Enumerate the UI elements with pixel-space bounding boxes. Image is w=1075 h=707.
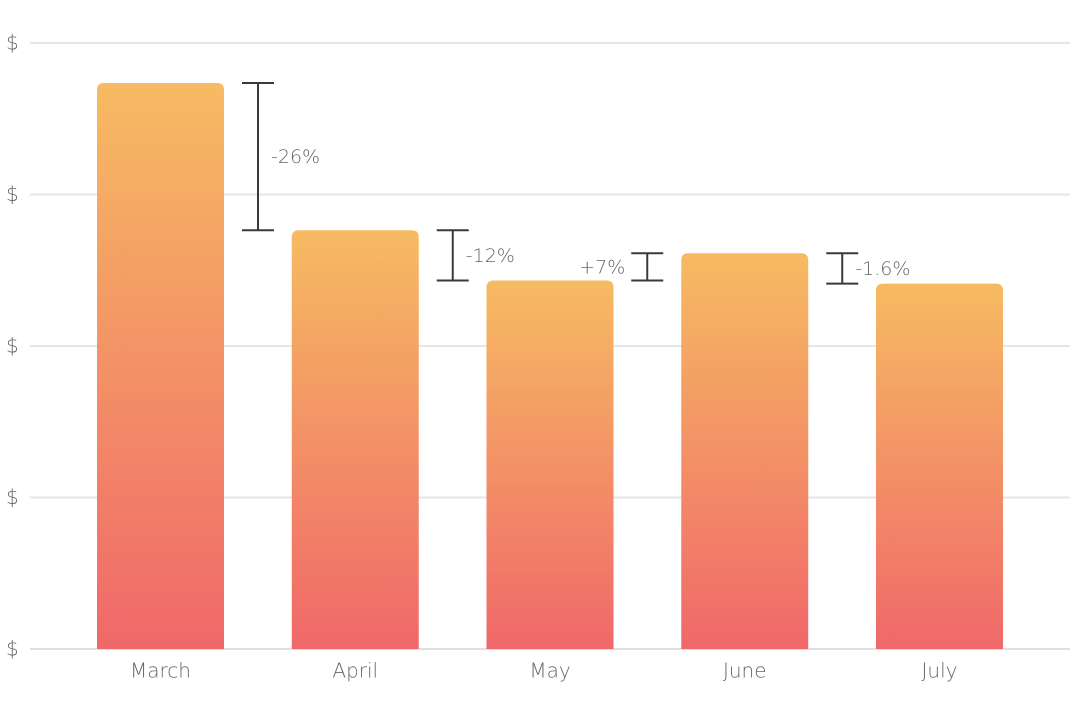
change-label: +7% bbox=[579, 256, 625, 278]
y-tick-label: $ bbox=[6, 31, 19, 55]
change-label: -1.6% bbox=[855, 258, 910, 280]
change-label: -26% bbox=[271, 146, 320, 168]
labels-layer: March April May June July bbox=[130, 659, 957, 683]
x-tick-label: March bbox=[130, 659, 191, 683]
change-bracket-june-july: -1.6% bbox=[826, 252, 910, 285]
bar-march bbox=[97, 82, 224, 650]
bar-june bbox=[681, 253, 809, 650]
y-tick-label: $ bbox=[6, 637, 19, 661]
bars-layer bbox=[97, 82, 1003, 650]
y-tick-label: $ bbox=[6, 182, 19, 206]
x-tick-label: July bbox=[922, 659, 958, 683]
y-tick-label: $ bbox=[6, 334, 19, 358]
bar-may bbox=[486, 280, 614, 649]
changes-layer: -26% -12% +7% -1.6% bbox=[242, 81, 910, 285]
x-tick-label: April bbox=[332, 659, 378, 683]
y-tick-label: $ bbox=[6, 485, 19, 509]
x-tick-label: June bbox=[723, 659, 767, 683]
x-tick-label: May bbox=[529, 659, 570, 683]
change-bracket-march-april: -26% bbox=[242, 81, 320, 232]
change-label: -12% bbox=[466, 245, 515, 267]
change-bracket-may-june: +7% bbox=[579, 252, 664, 282]
change-bracket-april-may: -12% bbox=[436, 229, 515, 282]
bar-april bbox=[291, 230, 419, 649]
bar-july bbox=[876, 283, 1003, 649]
